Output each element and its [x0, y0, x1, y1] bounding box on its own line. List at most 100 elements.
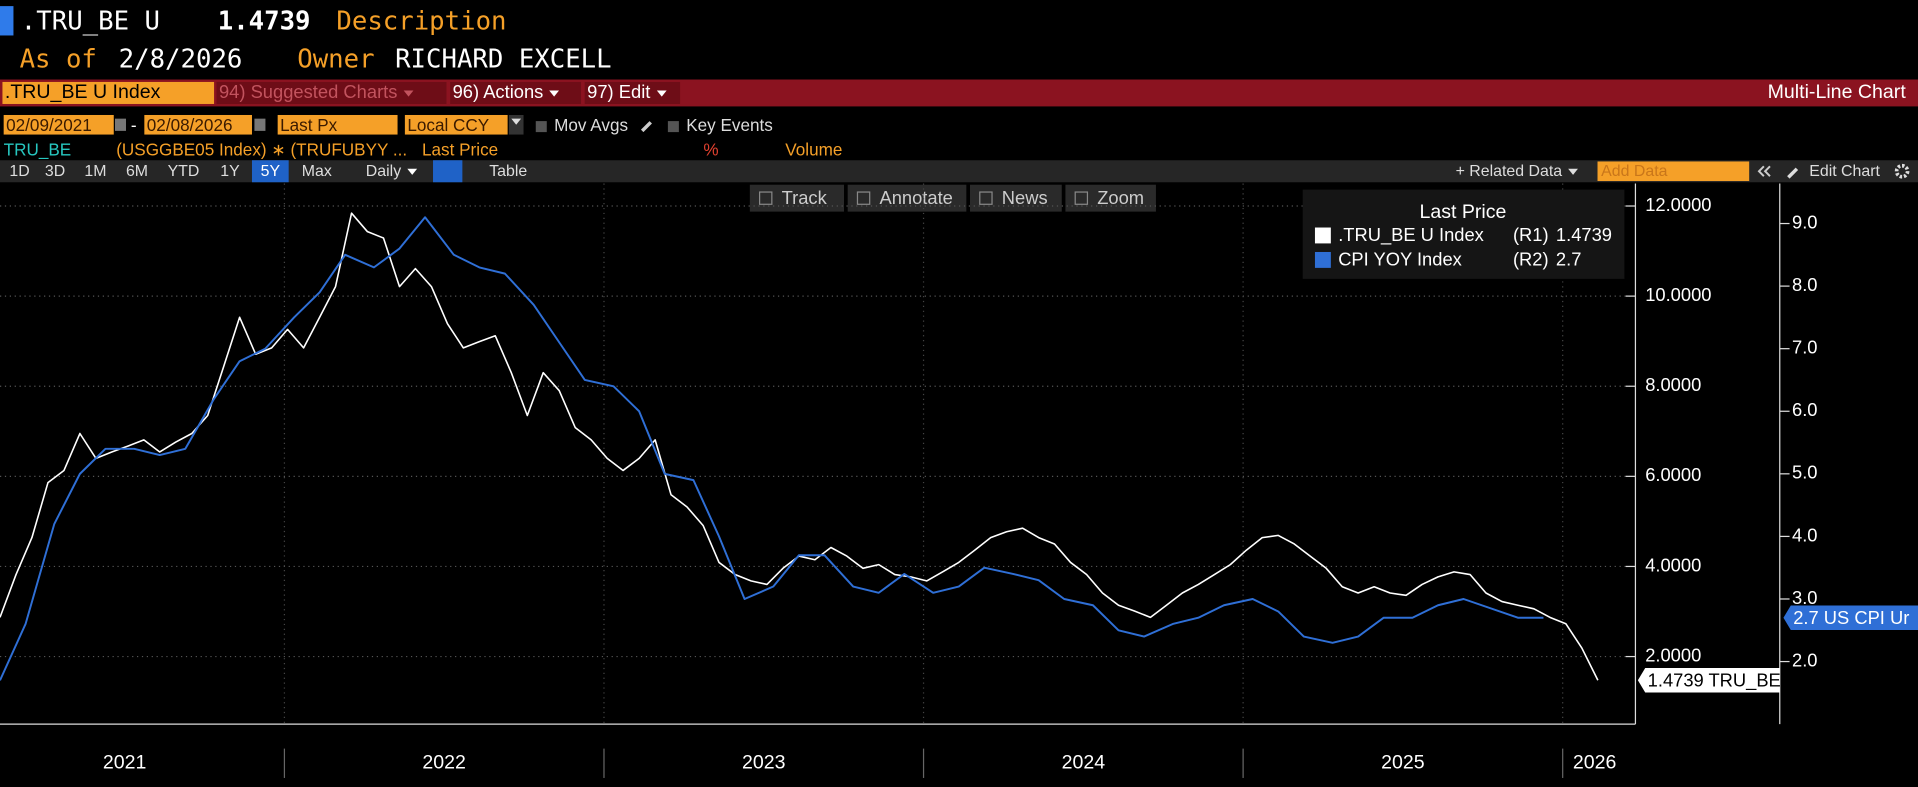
menu-label: 97) Edit: [587, 81, 651, 103]
related-label: + Related Data: [1455, 161, 1563, 180]
calendar-icon[interactable]: [254, 118, 266, 131]
price: 1.4739: [217, 6, 311, 36]
legend-title: Last Price: [1419, 201, 1506, 223]
percent[interactable]: %: [703, 139, 719, 160]
legend-name: CPI YOY Index: [1338, 248, 1462, 269]
chart-tool-icon: [856, 191, 871, 205]
period-button[interactable]: 1Y: [220, 161, 240, 180]
chart: Track Annotate News Zoom 2.0000 4.0000 6.0000 8…: [0, 183, 1918, 778]
collapse-icon[interactable]: [1757, 164, 1772, 179]
y2-tick-label: 9.0: [1792, 211, 1817, 232]
option-checkbox[interactable]: Key Events: [667, 114, 773, 135]
menu-label: 94) Suggested Charts: [218, 81, 398, 103]
end-tag-label: 2.7 US CPI Ur: [1793, 607, 1909, 628]
menu-arrow: [549, 89, 560, 97]
menu-arrow: [403, 89, 414, 97]
calendar-icon[interactable]: [114, 118, 126, 131]
period-button[interactable]: 6M: [125, 161, 149, 180]
x-tick-label: 2021: [103, 751, 147, 773]
y2-tick-label: 2.0: [1792, 649, 1817, 670]
dropdown-button[interactable]: [508, 114, 524, 135]
volume[interactable]: Volume: [785, 139, 843, 160]
checkbox: [535, 120, 547, 132]
menu-item[interactable]: 97) Edit: [584, 81, 681, 104]
edit-chart[interactable]: Edit Chart: [1809, 161, 1880, 180]
y2-tick-label: 6.0: [1792, 399, 1817, 420]
y2-tick-label: 4.0: [1792, 524, 1817, 545]
legend-swatch: [1314, 227, 1331, 244]
legend-box: [1302, 189, 1625, 279]
currency-select[interactable]: Local CCY: [404, 114, 508, 135]
end-tag: [1637, 668, 1780, 693]
series-line: [0, 216, 1544, 681]
menu-item[interactable]: 96) Actions: [450, 81, 582, 104]
field-select[interactable]: Last Px: [277, 114, 398, 135]
option-label: Key Events: [686, 114, 773, 135]
ticker: .TRU_BE U: [20, 6, 160, 36]
focus-marker: [0, 6, 14, 36]
pencil-icon: [1787, 167, 1799, 179]
y-tick-label: 4.0000: [1645, 554, 1701, 575]
legend-name: .TRU_BE U Index: [1338, 224, 1484, 246]
option-checkbox[interactable]: Mov Avgs: [535, 115, 628, 135]
chart-tool-label: News: [1002, 187, 1048, 208]
security-field[interactable]: .TRU_BE U Index: [2, 81, 215, 104]
y-tick-label: 8.0000: [1645, 374, 1701, 395]
frequency-label: Daily: [365, 161, 402, 180]
y-tick-label: 2.0000: [1645, 644, 1701, 665]
pencil-icon[interactable]: [639, 117, 654, 133]
x-tick-label: 2026: [1573, 751, 1617, 773]
period-bar: 1D 3D 1M 6M YTD 1Y 5Y Max Daily Table + Related…: [0, 160, 1918, 183]
menu-arrow: [656, 89, 667, 97]
y2-tick-label: 3.0: [1792, 587, 1817, 608]
description-label[interactable]: Description: [336, 6, 507, 36]
study-field: Last Price: [422, 139, 499, 160]
y2-tick-label: 8.0: [1792, 274, 1817, 295]
menu-item[interactable]: 94) Suggested Charts: [216, 81, 447, 104]
chart-tool-button: [1065, 184, 1156, 212]
as-of-date: 2/8/2026: [118, 44, 243, 74]
period-button[interactable]: 1D: [9, 161, 30, 180]
chart-tool-icon: [1074, 191, 1089, 205]
legend-swatch: [1314, 251, 1331, 268]
as-of-label: As of: [19, 44, 97, 74]
y-tick-label: 12.0000: [1645, 194, 1711, 215]
period-button[interactable]: 5Y: [251, 160, 289, 183]
settings-icon[interactable]: [1894, 163, 1911, 180]
start-date[interactable]: 02/09/2021: [3, 114, 114, 135]
chart-tool-icon: [979, 191, 993, 205]
x-tick-label: 2022: [422, 751, 466, 773]
end-tag: [1783, 605, 1918, 630]
period-button[interactable]: 1M: [84, 161, 107, 180]
chart-tool-icon: [759, 191, 773, 205]
chart-tool-label: Track: [782, 187, 828, 208]
chart-kind: Multi-Line Chart: [1767, 81, 1906, 103]
x-tick-label: 2024: [1062, 751, 1106, 773]
chart-tool-button: [847, 184, 967, 212]
chart-tool-button: [749, 184, 845, 212]
legend-last-value: 1.4739: [1556, 224, 1612, 245]
study-name: TRU_BE: [3, 139, 72, 160]
legend-axis-tag: (R2): [1513, 248, 1549, 269]
menu-label: 96) Actions: [452, 81, 544, 103]
study-expression: (USGGBE05 Index) ∗ (TRUFUBYY ...: [116, 139, 408, 160]
legend-axis-tag: (R1): [1513, 224, 1549, 245]
chart-view-icon[interactable]: [433, 160, 463, 183]
period-button[interactable]: 3D: [44, 161, 66, 180]
chart-tool-button: [970, 184, 1062, 212]
owner: RICHARD EXCELL: [395, 44, 612, 74]
table-view[interactable]: Table: [489, 161, 528, 180]
y-tick-label: 10.0000: [1645, 284, 1711, 305]
frequency[interactable]: Daily: [356, 160, 427, 182]
related-data[interactable]: + Related Data: [1443, 160, 1590, 182]
x-tick-label: 2025: [1381, 751, 1425, 773]
period-button[interactable]: Max: [301, 161, 332, 180]
x-tick-label: 2023: [742, 751, 786, 773]
end-date[interactable]: 02/08/2026: [144, 114, 252, 135]
chart-tool-label: Annotate: [879, 187, 952, 208]
y2-tick-label: 7.0: [1792, 337, 1817, 358]
period-button[interactable]: YTD: [167, 161, 200, 180]
series-line: [0, 212, 1599, 681]
add-data-input[interactable]: Add Data: [1597, 161, 1750, 182]
